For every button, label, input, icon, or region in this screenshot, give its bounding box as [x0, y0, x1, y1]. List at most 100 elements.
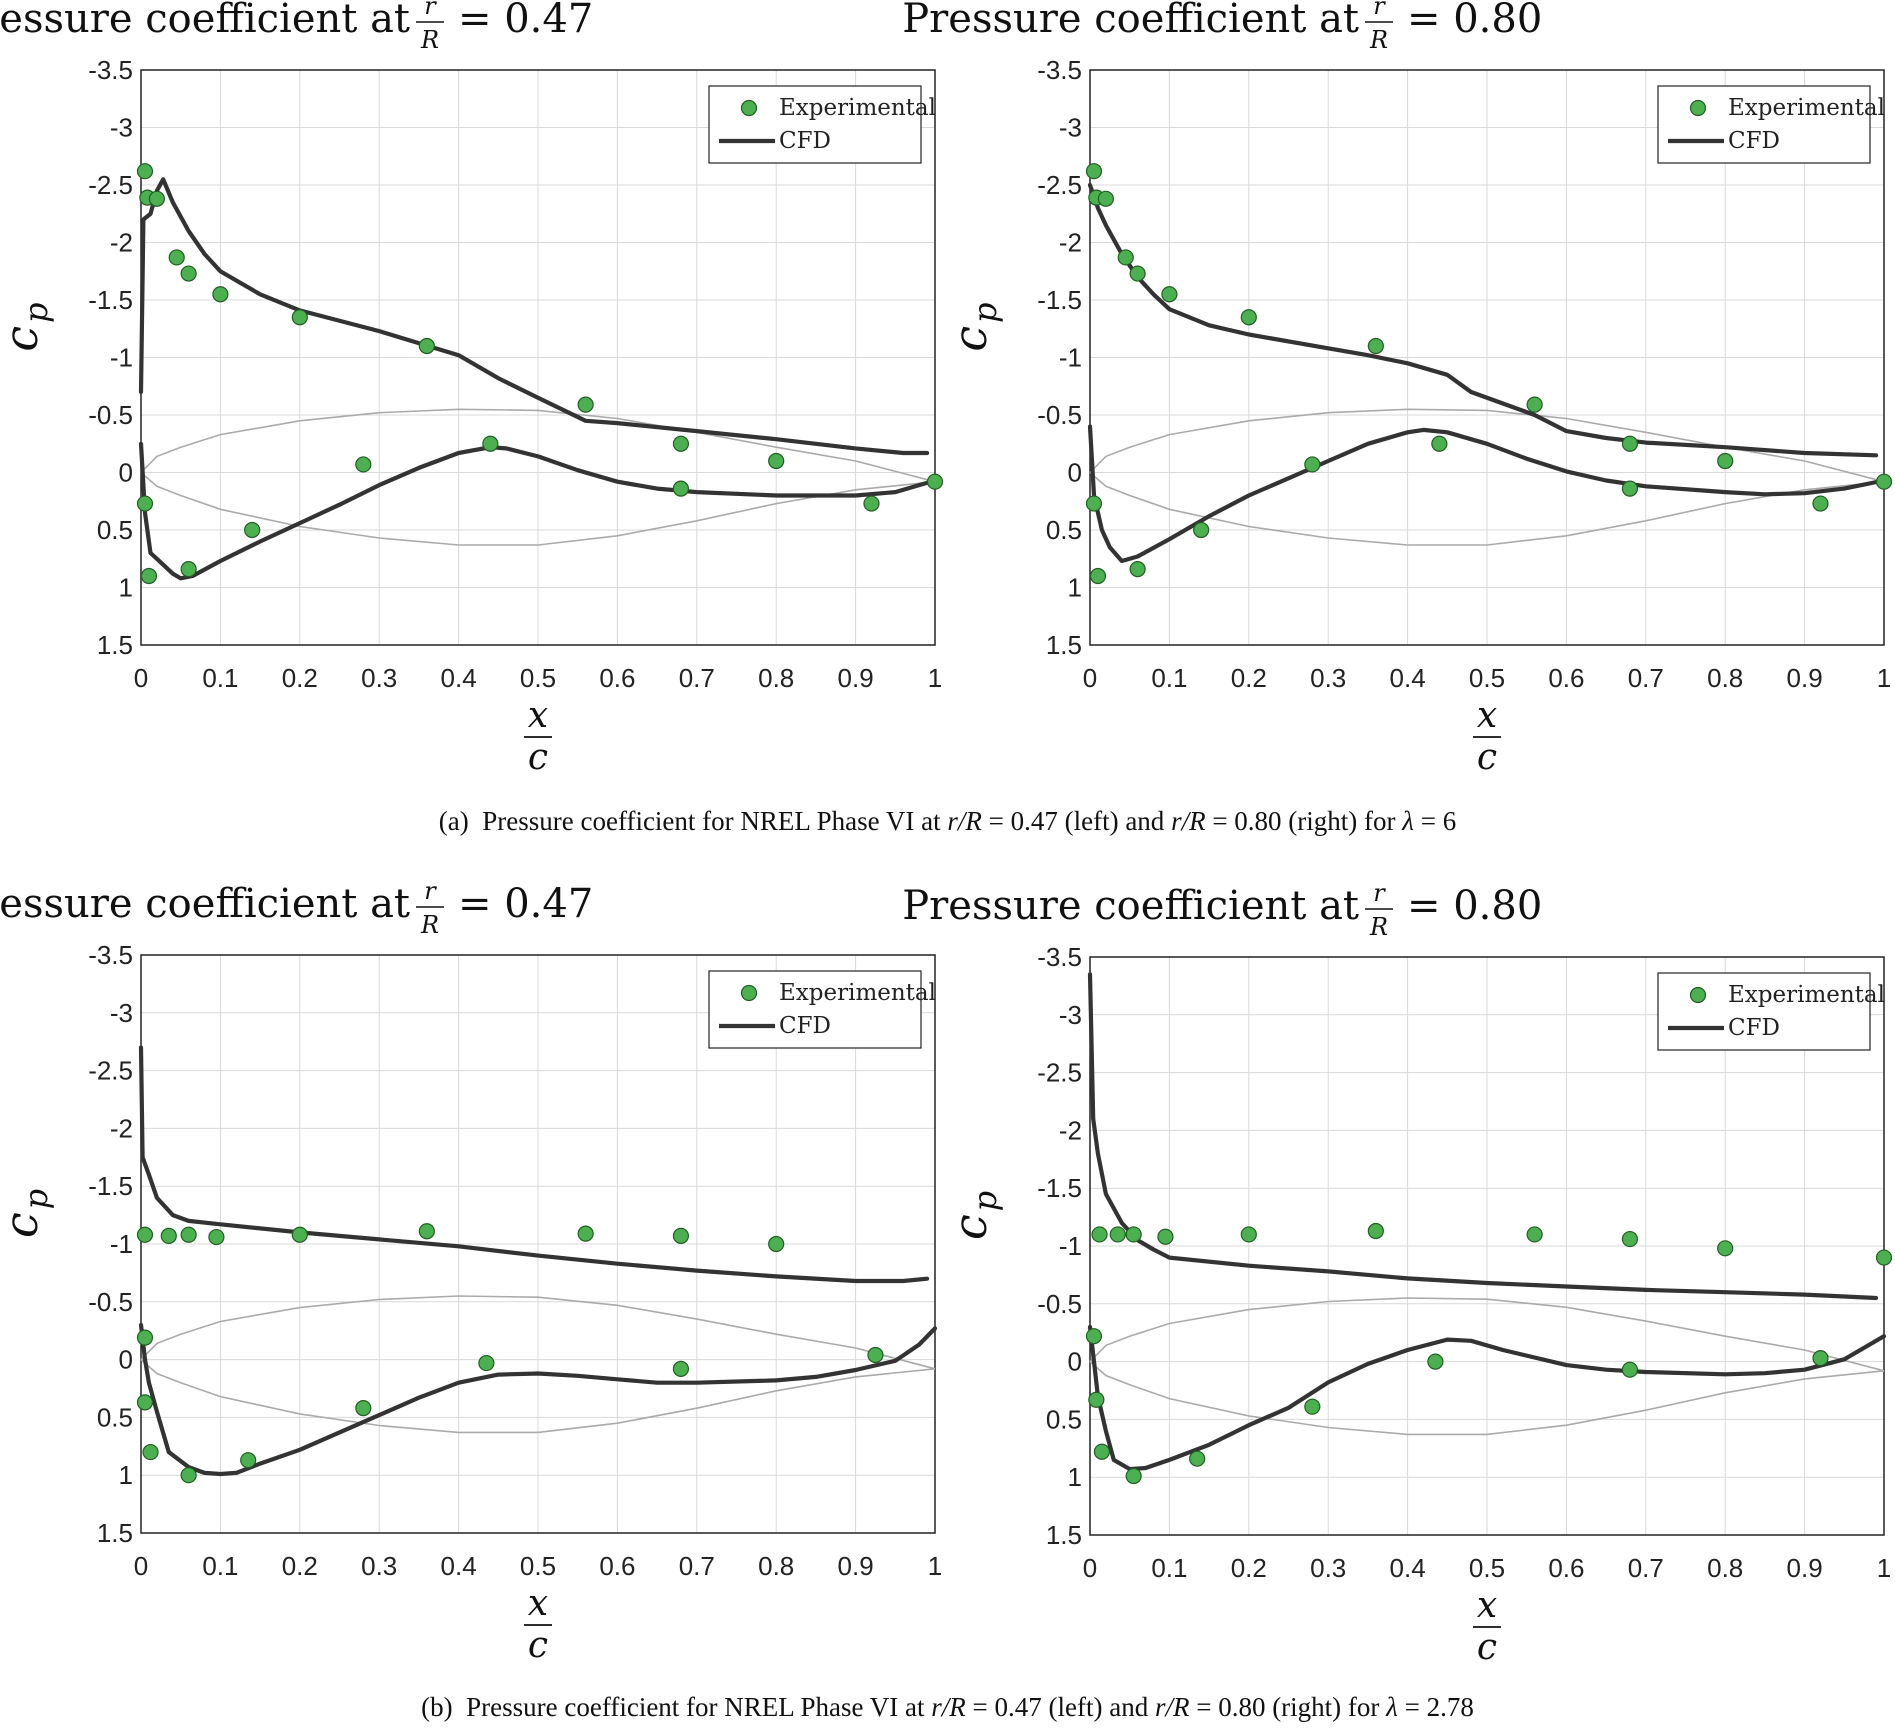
chart-title-frac-num: r	[424, 0, 437, 20]
x-tick-label: 0	[1083, 1553, 1097, 1583]
experimental-point	[136, 163, 154, 180]
caption-a-text-1: Pressure coefficient for NREL Phase VI a…	[482, 806, 948, 836]
experimental-point	[1812, 1350, 1829, 1367]
x-tick-label: 0.1	[1151, 663, 1187, 693]
legend-box	[708, 85, 922, 164]
cfd-line	[1087, 424, 1887, 564]
x-axis-label-num: x	[1477, 695, 1497, 736]
experimental-point	[1085, 163, 1103, 180]
legend-box	[1657, 972, 1871, 1051]
y-axis-label-sub: p	[17, 1189, 55, 1209]
x-tick-label: 0.8	[758, 663, 794, 693]
chart-title-value: = 0.47	[458, 881, 593, 927]
legend-label-experimental: Experimental	[1728, 982, 1885, 1008]
experimental-point	[1085, 1328, 1103, 1345]
legend-label-cfd: CFD	[1728, 128, 1780, 154]
experimental-point	[418, 337, 435, 355]
experimental-point	[926, 473, 944, 490]
caption-a-lambda: λ	[1402, 806, 1414, 836]
caption-b-text-1: Pressure coefficient for NREL Phase VI a…	[466, 1692, 932, 1722]
y-tick-label: 0.5	[1046, 515, 1082, 545]
experimental-point	[1875, 473, 1893, 490]
y-tick-label: -1.5	[1037, 1173, 1082, 1203]
y-axis-label: cp	[943, 303, 1004, 352]
chart-panel-4: 0 0.1 0.2 0.3 0.4 0.5 0.6 0.7 0.8 0.9 1 -3.5 -3 -2.5 -…	[902, 879, 1893, 1668]
y-axis-label-main: c	[0, 326, 48, 352]
x-tick-label: 0.5	[1469, 663, 1505, 693]
experimental-point	[1304, 456, 1321, 473]
x-tick-label: 0.5	[1469, 1553, 1505, 1583]
caption-b-text-4: = 2.78	[1397, 1692, 1474, 1722]
x-axis-label-num: x	[528, 695, 548, 736]
legend-box	[708, 970, 922, 1049]
x-axis-label-num: x	[528, 1583, 548, 1624]
airfoil-upper-outline	[140, 1295, 936, 1370]
x-tick-label: 0.4	[1390, 663, 1426, 693]
chart-title-value: = 0.80	[1407, 0, 1542, 42]
x-tick-label: 0.7	[679, 1551, 715, 1581]
x-tick-label: 0.6	[1548, 1553, 1584, 1583]
experimental-point	[148, 190, 165, 207]
caption-b-text-3: = 0.80 (right) for	[1189, 1692, 1387, 1722]
chart-title-prefix: Pressure coefficient at	[902, 0, 1359, 42]
cfd-line	[138, 441, 938, 581]
airfoil-upper-outline	[140, 408, 936, 483]
chart-title-frac-num: r	[424, 877, 437, 905]
experimental-point	[240, 1452, 257, 1469]
x-tick-label: 0.8	[1707, 1553, 1743, 1583]
experimental-point	[577, 396, 594, 413]
chart-title-prefix: Pressure coefficient at	[902, 883, 1359, 929]
experimental-point	[1189, 1450, 1206, 1467]
y-tick-label: -0.5	[88, 400, 133, 430]
experimental-point	[244, 521, 261, 539]
y-tick-label: -0.5	[1037, 400, 1082, 430]
y-tick-label: 1	[1068, 573, 1082, 603]
experimental-point	[1129, 265, 1146, 282]
experimental-point	[1526, 396, 1543, 413]
y-tick-label: -1.5	[88, 285, 133, 315]
y-axis-label: cp	[0, 303, 55, 352]
axes-frame	[1089, 69, 1885, 646]
x-tick-label: 1	[1877, 1553, 1891, 1583]
caption-b-text-2: = 0.47 (left) and	[965, 1692, 1155, 1722]
experimental-point	[1717, 452, 1734, 470]
experimental-point	[768, 1235, 785, 1253]
experimental-point	[1431, 435, 1448, 452]
experimental-point	[577, 1225, 594, 1242]
x-tick-label: 0.5	[520, 663, 556, 693]
experimental-point	[1427, 1353, 1444, 1370]
experimental-point	[672, 1227, 690, 1245]
experimental-point	[1240, 1226, 1257, 1243]
experimental-point	[1129, 560, 1146, 578]
caption-b-rR-2: r/R	[1154, 1692, 1190, 1722]
experimental-point	[672, 435, 690, 452]
y-tick-label: -3.5	[88, 55, 133, 85]
y-axis-label-main: c	[943, 326, 997, 352]
y-tick-label: 0.5	[97, 1402, 133, 1432]
y-tick-label: -2.5	[1037, 170, 1082, 200]
x-axis-label-den: c	[528, 1625, 548, 1666]
experimental-point	[208, 1228, 225, 1246]
experimental-point	[1093, 1443, 1111, 1460]
x-axis-label-num: x	[1477, 1585, 1497, 1626]
experimental-point	[1304, 1398, 1321, 1415]
x-tick-label: 0.4	[441, 1551, 477, 1581]
experimental-point	[212, 286, 229, 303]
axes-frame	[1089, 956, 1885, 1536]
experimental-point	[1812, 495, 1829, 512]
experimental-point	[1367, 1222, 1384, 1240]
y-tick-label: 0	[119, 1345, 133, 1375]
airfoil-lower-outline	[1089, 1360, 1885, 1436]
experimental-point	[768, 452, 785, 470]
x-tick-label: 1	[1877, 663, 1891, 693]
y-axis-label: cp	[0, 1189, 55, 1238]
airfoil-lower-outline	[140, 1358, 936, 1434]
y-axis-label-main: c	[943, 1214, 997, 1240]
airfoil-upper-outline	[1089, 1297, 1885, 1372]
legend-marker-experimental	[1689, 986, 1707, 1004]
experimental-point	[1717, 1240, 1734, 1257]
experimental-point	[1240, 309, 1257, 326]
y-tick-label: -2	[1059, 1115, 1082, 1145]
x-tick-label: 0.2	[1231, 1553, 1267, 1583]
cfd-line	[138, 1045, 930, 1284]
